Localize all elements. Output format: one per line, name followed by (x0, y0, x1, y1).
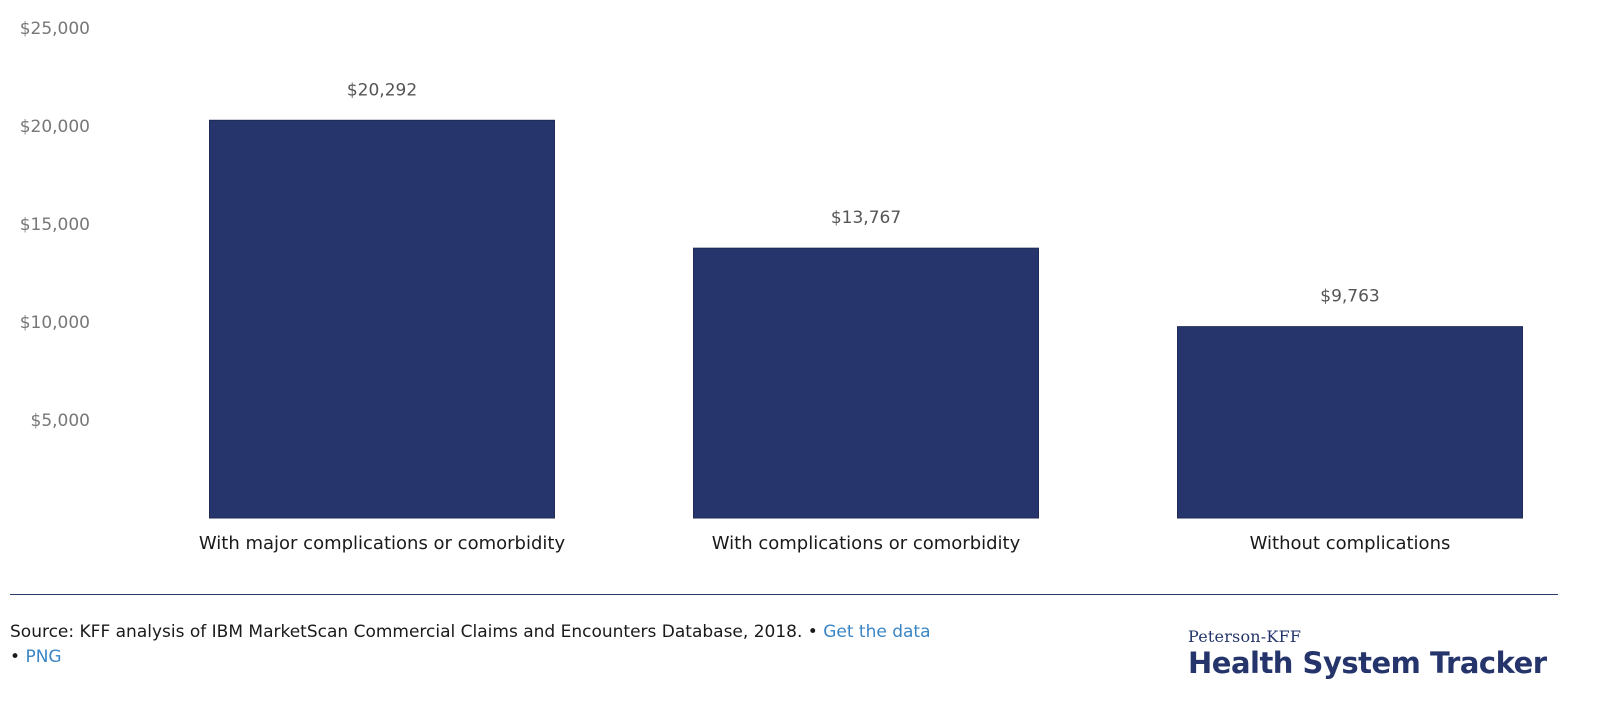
y-tick-label: $5,000 (31, 411, 90, 431)
y-tick-label: $15,000 (20, 215, 90, 235)
y-tick-label: $20,000 (20, 117, 90, 137)
x-category-label: With complications or comorbidity (712, 533, 1021, 554)
bar-value-label: $9,763 (1320, 287, 1379, 307)
png-link[interactable]: PNG (25, 647, 62, 667)
data-labels-group: $20,292 $13,767 $9,763 (347, 80, 1380, 306)
x-category-label: With major complications or comorbidity (199, 533, 566, 554)
brand-top-line: Peterson-KFF (1188, 627, 1302, 646)
y-tick-label: $10,000 (20, 313, 90, 333)
bar[interactable] (1177, 326, 1523, 519)
source-note: Source: KFF analysis of IBM MarketScan C… (10, 620, 1090, 670)
y-axis: $5,000 $10,000 $15,000 $20,000 $25,000 (20, 19, 90, 431)
category-labels-group: With major complications or comorbidity W… (199, 533, 1450, 554)
get-the-data-link[interactable]: Get the data (823, 622, 931, 642)
y-tick-label: $25,000 (20, 19, 90, 39)
brand-main-line: Health System Tracker (1188, 646, 1547, 680)
brand-logo: Peterson-KFF Health System Tracker (1188, 627, 1568, 681)
bar[interactable] (209, 119, 555, 519)
bars-group (209, 119, 1523, 519)
bar-value-label: $13,767 (831, 208, 901, 228)
source-separator: • (10, 647, 26, 667)
bar-value-label: $20,292 (347, 80, 417, 100)
source-text: Source: KFF analysis of IBM MarketScan C… (10, 622, 824, 642)
bar[interactable] (693, 247, 1039, 519)
footer-divider (10, 594, 1558, 595)
x-category-label: Without complications (1250, 533, 1451, 554)
